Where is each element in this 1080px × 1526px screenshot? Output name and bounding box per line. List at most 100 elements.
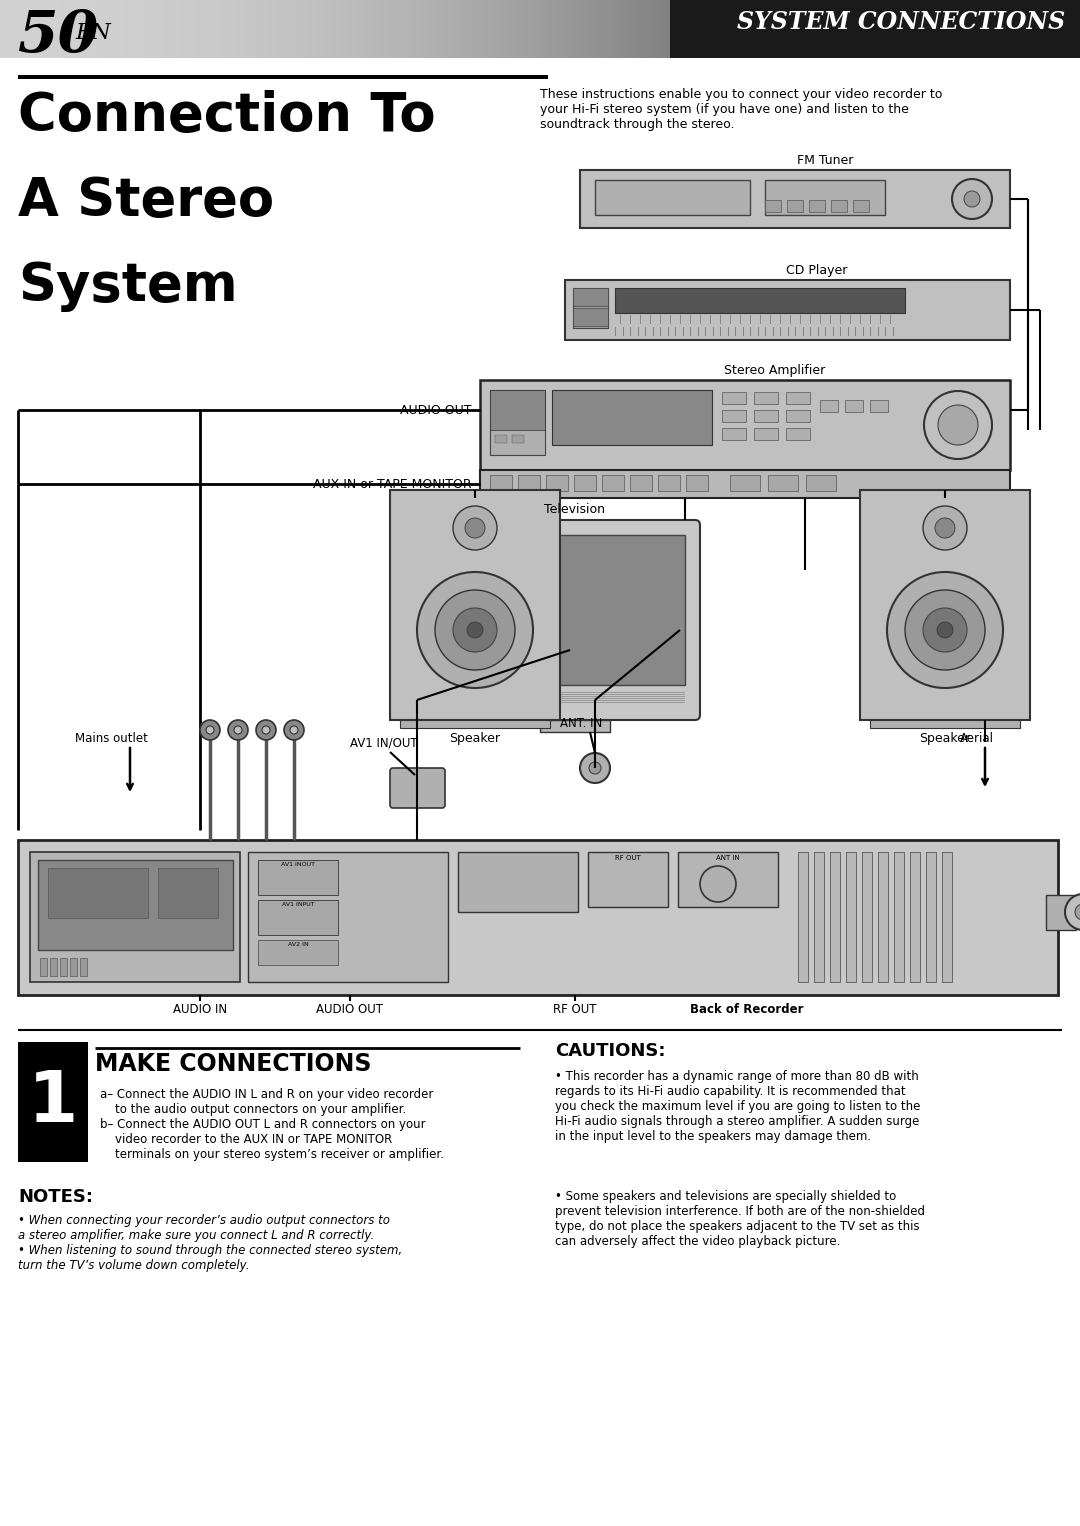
Bar xyxy=(478,0,484,58)
Bar xyxy=(65,0,69,58)
Bar xyxy=(723,392,746,404)
Bar xyxy=(219,0,225,58)
Bar xyxy=(961,0,966,58)
Bar xyxy=(79,0,84,58)
Bar xyxy=(573,308,608,327)
Bar xyxy=(537,0,541,58)
Bar xyxy=(630,0,635,58)
Bar xyxy=(651,0,657,58)
Bar xyxy=(526,0,530,58)
Bar xyxy=(494,0,498,58)
Bar xyxy=(180,0,185,58)
Bar xyxy=(165,0,171,58)
Bar xyxy=(480,470,1010,497)
Bar xyxy=(745,0,750,58)
Bar xyxy=(342,0,347,58)
Bar xyxy=(375,0,379,58)
Bar xyxy=(716,0,721,58)
Bar xyxy=(292,0,296,58)
Bar xyxy=(861,0,865,58)
Bar xyxy=(100,0,106,58)
Bar xyxy=(975,0,981,58)
Bar xyxy=(1023,0,1027,58)
Bar xyxy=(754,427,778,439)
Bar xyxy=(184,0,188,58)
Bar xyxy=(806,475,836,491)
Text: RF OUT: RF OUT xyxy=(553,1003,597,1016)
Circle shape xyxy=(453,507,497,549)
Bar xyxy=(921,0,927,58)
Text: AUDIO OUT: AUDIO OUT xyxy=(401,403,472,417)
Text: • Some speakers and televisions are specially shielded to
prevent television int: • Some speakers and televisions are spec… xyxy=(555,1190,924,1248)
Bar xyxy=(208,0,214,58)
Bar xyxy=(400,0,404,58)
Bar xyxy=(68,0,73,58)
Bar xyxy=(367,0,372,58)
Bar xyxy=(440,0,444,58)
Bar xyxy=(648,0,652,58)
Bar xyxy=(678,852,778,906)
Bar xyxy=(753,0,757,58)
Bar xyxy=(316,0,322,58)
Bar xyxy=(997,0,1002,58)
Bar xyxy=(262,0,268,58)
Bar xyxy=(915,0,919,58)
Bar xyxy=(511,0,516,58)
Circle shape xyxy=(453,607,497,652)
Bar xyxy=(116,0,120,58)
Bar xyxy=(986,0,991,58)
Bar xyxy=(256,0,260,58)
Text: CD Player: CD Player xyxy=(786,264,848,278)
Bar xyxy=(580,0,584,58)
Bar xyxy=(680,0,685,58)
Bar xyxy=(346,0,350,58)
Bar xyxy=(1055,0,1059,58)
Text: Connection To: Connection To xyxy=(18,90,435,142)
Bar xyxy=(1018,0,1024,58)
Bar xyxy=(490,391,545,455)
Bar xyxy=(518,0,523,58)
Bar xyxy=(140,0,145,58)
Bar xyxy=(386,0,390,58)
Bar xyxy=(1062,0,1067,58)
Bar xyxy=(194,0,199,58)
Bar xyxy=(870,720,1020,728)
Bar xyxy=(245,0,249,58)
Text: 1: 1 xyxy=(28,1068,78,1137)
Bar xyxy=(46,0,52,58)
Bar xyxy=(151,0,156,58)
Bar xyxy=(942,852,951,983)
Bar xyxy=(552,391,712,446)
Bar xyxy=(786,427,810,439)
Bar xyxy=(788,0,793,58)
Bar xyxy=(349,0,354,58)
Circle shape xyxy=(589,761,600,774)
Text: Back of Recorder: Back of Recorder xyxy=(690,1003,804,1016)
Bar xyxy=(551,0,555,58)
Bar xyxy=(80,958,87,977)
Bar xyxy=(338,0,343,58)
Bar xyxy=(565,279,1010,340)
Bar xyxy=(62,0,66,58)
Bar xyxy=(335,0,339,58)
Bar xyxy=(842,0,847,58)
Bar xyxy=(72,0,77,58)
Bar xyxy=(51,0,55,58)
Bar xyxy=(158,868,218,919)
Bar xyxy=(364,0,368,58)
Bar xyxy=(594,0,598,58)
Bar xyxy=(306,0,311,58)
Bar xyxy=(176,0,181,58)
Text: FM Tuner: FM Tuner xyxy=(797,154,853,166)
Bar xyxy=(950,0,955,58)
Bar xyxy=(595,180,750,215)
Bar xyxy=(831,852,840,983)
Bar xyxy=(954,0,959,58)
Bar xyxy=(490,475,512,491)
Bar xyxy=(969,0,973,58)
Bar xyxy=(809,200,825,212)
FancyBboxPatch shape xyxy=(390,768,445,807)
Bar xyxy=(907,0,912,58)
Bar xyxy=(645,0,649,58)
Circle shape xyxy=(905,591,985,670)
